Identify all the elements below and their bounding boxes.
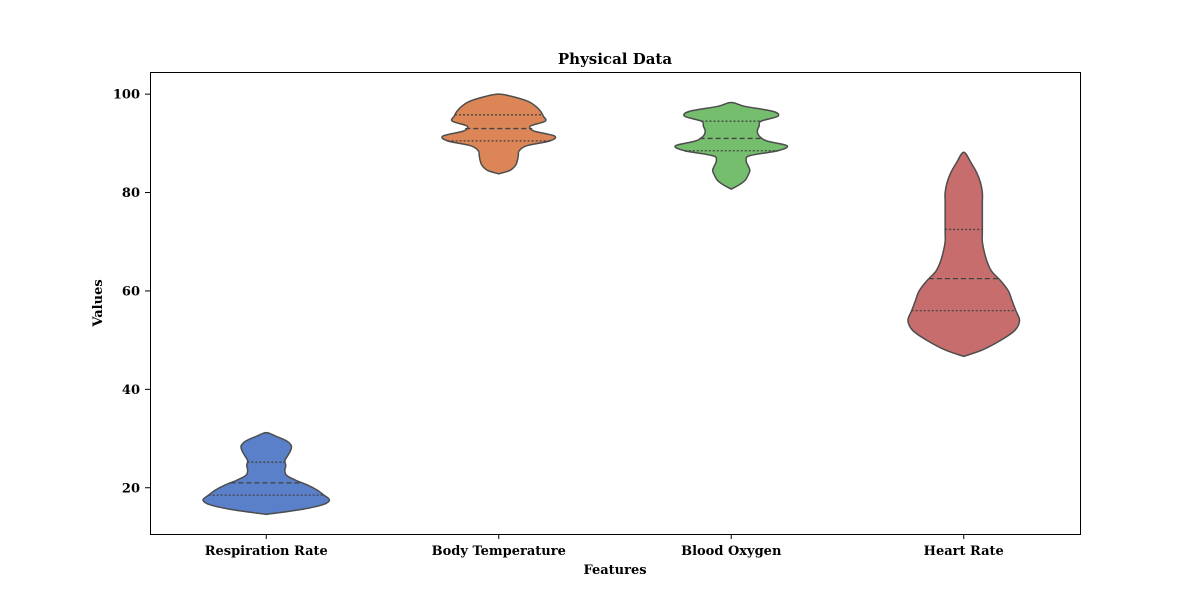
violin-1: [202, 431, 331, 516]
violin-2: [441, 93, 557, 175]
y-tick-label: 20: [122, 481, 140, 496]
violin-3: [674, 101, 789, 190]
x-tick-label: Body Temperature: [432, 544, 566, 559]
x-tick-label: Heart Rate: [924, 544, 1004, 559]
violin-body: [202, 431, 331, 516]
x-tick-label: Respiration Rate: [205, 544, 328, 559]
violin-body: [441, 93, 557, 175]
y-tick-label: 40: [122, 383, 140, 398]
x-axis-label: Features: [583, 563, 646, 578]
plot-frame: [150, 72, 1081, 535]
y-tick-label: 80: [122, 186, 140, 201]
y-axis: 20 40 60 80 100: [113, 88, 150, 496]
violin-body: [674, 101, 789, 190]
y-tick-label: 100: [113, 88, 140, 103]
violin-body: [907, 151, 1021, 358]
chart-title: Physical Data: [558, 50, 672, 68]
x-axis: Respiration Rate Body Temperature Blood Ox…: [205, 534, 1004, 559]
y-axis-label: Values: [91, 279, 106, 327]
violin-4: [907, 151, 1021, 358]
violin-group: [202, 93, 1021, 516]
x-tick-label: Blood Oxygen: [681, 544, 782, 559]
y-tick-label: 60: [122, 284, 140, 299]
